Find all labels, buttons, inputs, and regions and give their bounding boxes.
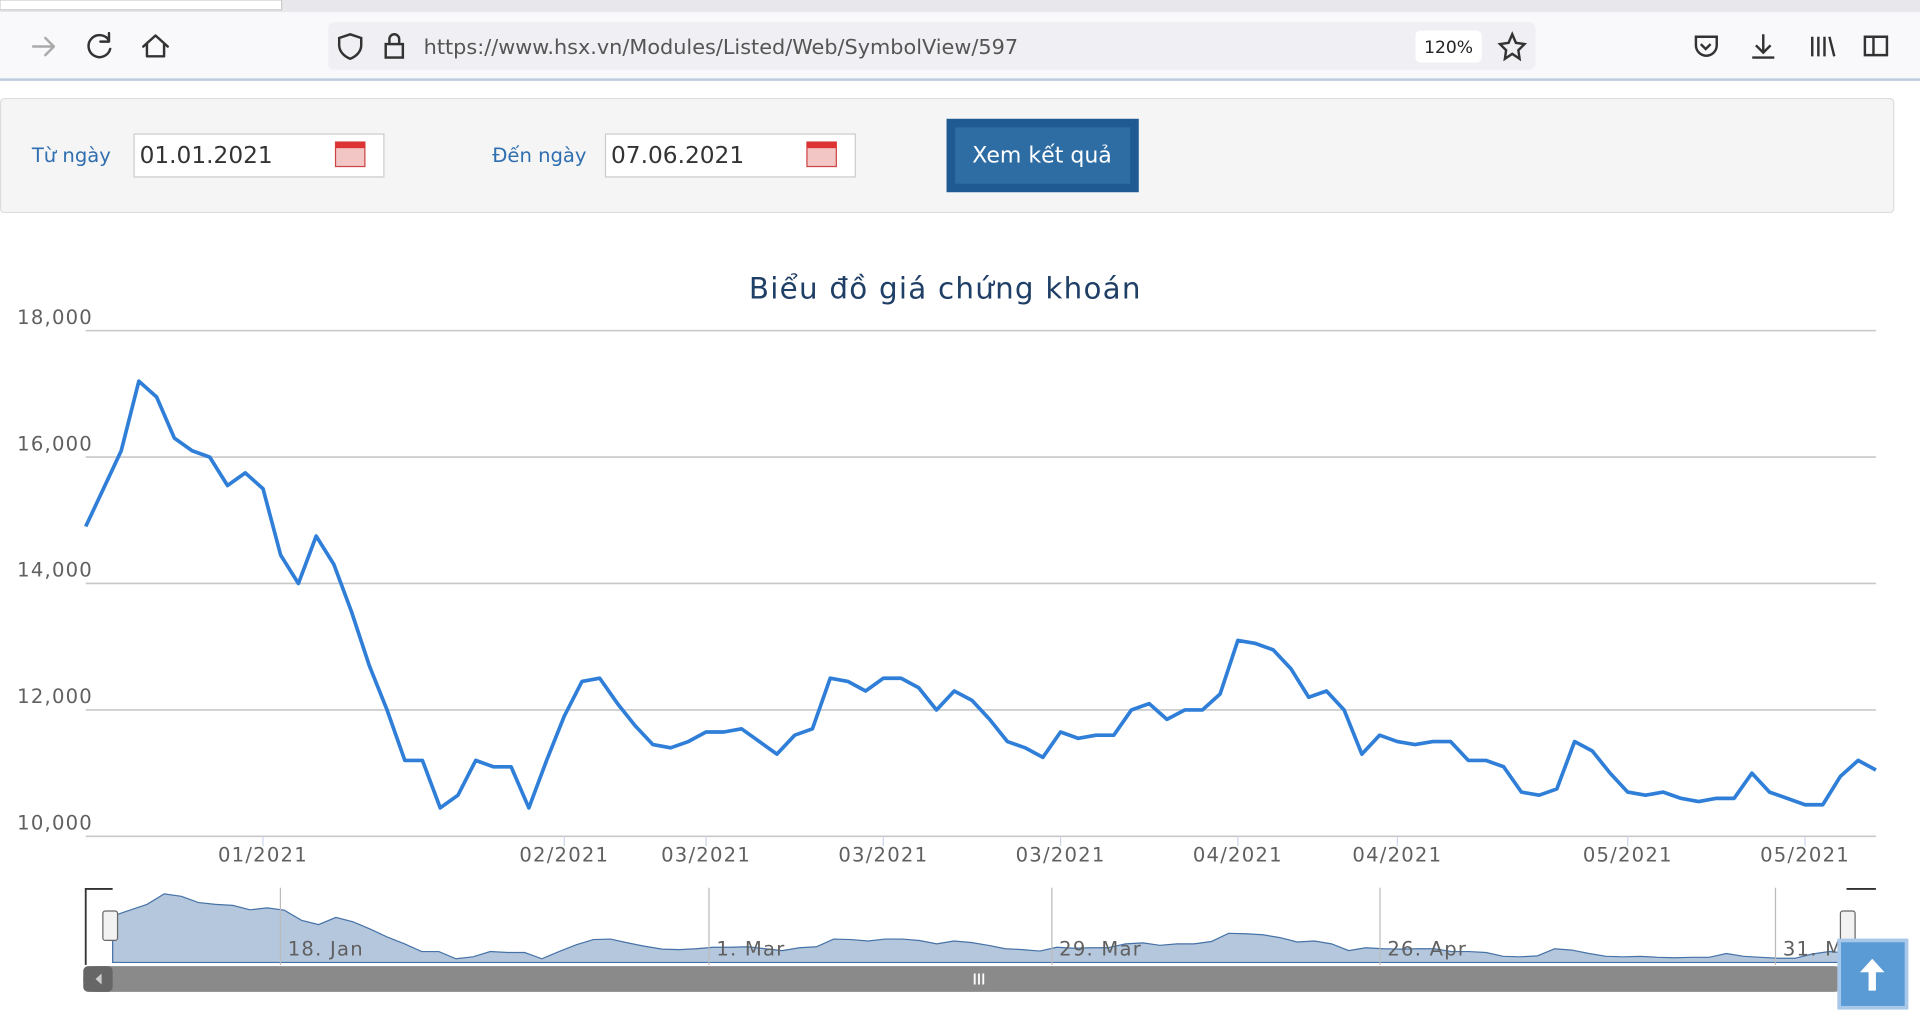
url[interactable]: https://www.hsx.vn/Modules/Listed/Web/Sy… <box>424 35 1018 59</box>
tab[interactable] <box>0 0 283 11</box>
x-tick-label: 04/2021 <box>1352 843 1442 866</box>
back-to-top-arrow <box>1860 958 1885 991</box>
library-icon[interactable] <box>1811 36 1836 57</box>
nav-handle[interactable] <box>102 910 119 942</box>
lock-shackle <box>388 33 401 45</box>
url-bar[interactable] <box>328 22 1536 70</box>
nav-outline <box>84 888 1876 965</box>
y-tick-label: 16,000 <box>17 432 93 455</box>
scrollbar[interactable] <box>83 966 1847 992</box>
scroll-grip <box>973 973 985 985</box>
plot: 10,000 12,000 14,000 16,000 18,000 01/2021 02/… <box>17 306 1877 866</box>
chart-title: Biểu đồ giá chứng khoán <box>749 271 1142 306</box>
nav-label: 31. M <box>1783 938 1843 961</box>
sidebar-icon[interactable] <box>1863 35 1889 57</box>
reload-button[interactable] <box>87 31 112 59</box>
y-tick-label: 12,000 <box>17 685 93 708</box>
lock-icon <box>384 42 405 59</box>
from-value[interactable]: 01.01.2021 <box>140 142 273 169</box>
submit-button-inner[interactable] <box>955 127 1131 184</box>
x-tick-label: 03/2021 <box>1016 843 1106 866</box>
zoom-badge[interactable] <box>1415 30 1482 63</box>
submit-label[interactable]: Xem kết quả <box>972 144 1112 169</box>
pocket-icon[interactable] <box>1694 35 1718 57</box>
home-button[interactable] <box>142 34 169 58</box>
zoom-level[interactable]: 120% <box>1424 38 1473 58</box>
nav-background <box>112 887 1847 965</box>
nav-label: 29. Mar <box>1059 938 1142 961</box>
nav-label: 18. Jan <box>288 938 364 961</box>
y-tick-label: 10,000 <box>17 812 93 835</box>
forward-button[interactable] <box>31 36 56 57</box>
x-tick-label: 03/2021 <box>661 843 751 866</box>
tab-strip <box>0 0 1920 13</box>
nav-label: 26. Apr <box>1387 938 1467 961</box>
x-tick-label: 04/2021 <box>1193 843 1283 866</box>
scroll-left-arrow <box>95 973 102 985</box>
nav-handle[interactable] <box>1839 910 1856 942</box>
price-line <box>84 379 1877 810</box>
x-tick-label: 05/2021 <box>1760 843 1850 866</box>
x-tick-label: 05/2021 <box>1583 843 1673 866</box>
from-label: Từ ngày <box>31 144 111 167</box>
nav-area <box>112 893 1848 964</box>
shield-icon <box>337 32 363 61</box>
calendar-icon[interactable] <box>806 141 837 168</box>
y-tick-label: 18,000 <box>17 306 93 329</box>
bookmark-star[interactable] <box>1497 31 1528 62</box>
x-tick-label: 01/2021 <box>218 843 308 866</box>
navigator: 18. Jan 1. Mar 29. Mar 26. Apr 31. M <box>84 887 1876 965</box>
y-tick-label: 14,000 <box>17 559 93 582</box>
to-label: Đến ngày <box>492 144 586 167</box>
to-value[interactable]: 07.06.2021 <box>611 142 744 169</box>
x-tick-label: 03/2021 <box>838 843 928 866</box>
calendar-icon[interactable] <box>334 141 366 168</box>
nav-label: 1. Mar <box>716 938 785 961</box>
x-tick-label: 02/2021 <box>519 843 609 866</box>
downloads-icon[interactable] <box>1752 34 1775 59</box>
